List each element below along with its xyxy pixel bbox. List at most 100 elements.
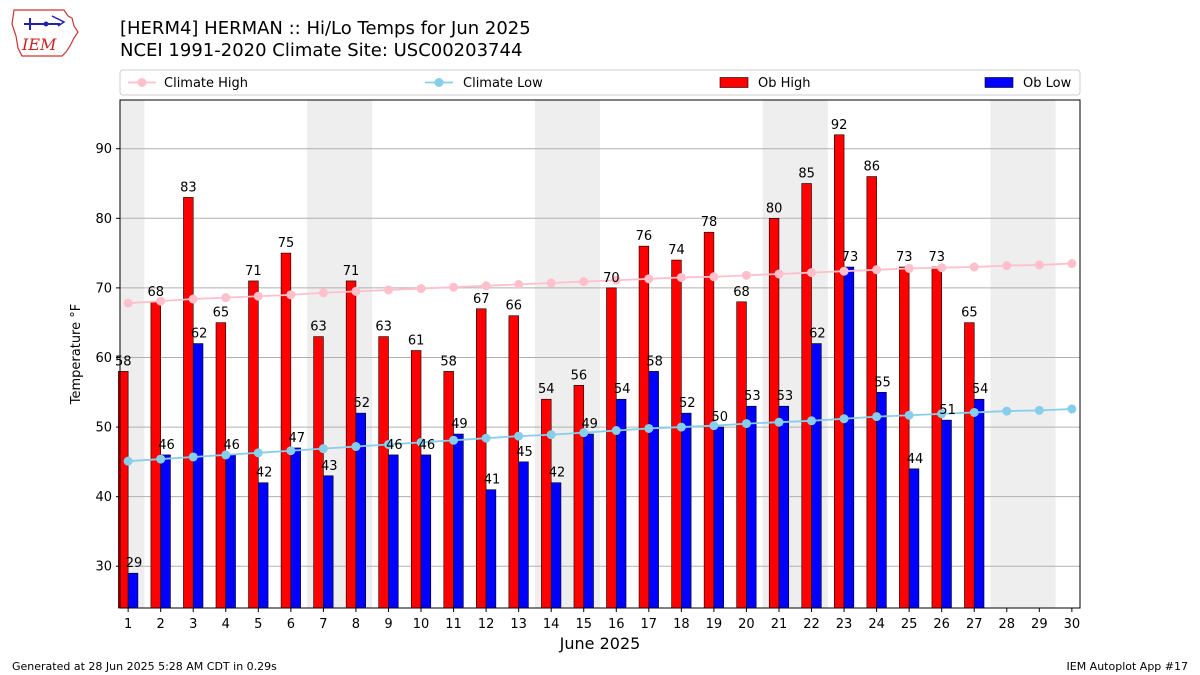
ob-low-bar bbox=[290, 447, 301, 609]
ob-high-bar bbox=[508, 315, 519, 609]
ob-high-bar bbox=[964, 322, 975, 609]
legend-ob-low-swatch bbox=[984, 77, 1014, 88]
y-tick-label: 50 bbox=[95, 421, 112, 436]
ob-low-label: 53 bbox=[744, 389, 761, 404]
ob-low-bar bbox=[876, 391, 887, 609]
ob-low-label: 46 bbox=[419, 438, 436, 453]
climate-high-point bbox=[872, 265, 882, 275]
climate-low-point bbox=[253, 448, 263, 458]
ob-low-label: 52 bbox=[354, 396, 371, 411]
ob-low-label: 54 bbox=[972, 382, 989, 397]
ob-low-label: 29 bbox=[126, 556, 143, 571]
ob-low-label: 50 bbox=[712, 410, 729, 425]
climate-high-point bbox=[123, 298, 133, 308]
ob-high-bar bbox=[215, 322, 227, 609]
ob-low-bar bbox=[160, 454, 171, 609]
climate-high-point bbox=[514, 279, 524, 289]
x-tick-label: 13 bbox=[510, 617, 527, 632]
ob-high-bar bbox=[801, 183, 812, 609]
climate-low-point bbox=[286, 446, 296, 456]
climate-low-point bbox=[676, 422, 686, 432]
climate-low-point bbox=[188, 452, 198, 462]
ob-high-label: 78 bbox=[701, 215, 718, 230]
x-tick-label: 6 bbox=[287, 617, 295, 632]
y-tick-label: 60 bbox=[95, 351, 112, 366]
legend-climate-high-label: Climate High bbox=[164, 76, 248, 91]
x-tick-label: 5 bbox=[254, 617, 262, 632]
iem-logo: IEM bbox=[11, 9, 79, 57]
ob-low-label: 46 bbox=[223, 438, 240, 453]
ob-low-label: 54 bbox=[614, 382, 631, 397]
ob-low-bar bbox=[713, 426, 724, 609]
x-tick-label: 23 bbox=[836, 617, 853, 632]
x-tick-label: 19 bbox=[706, 617, 723, 632]
ob-high-bar bbox=[443, 371, 454, 609]
ob-low-label: 73 bbox=[842, 250, 859, 265]
plot-frame bbox=[119, 99, 1081, 609]
ob-high-label: 76 bbox=[636, 229, 653, 244]
ob-low-bar bbox=[192, 343, 204, 609]
ob-low-bar bbox=[388, 454, 399, 609]
ob-high-label: 56 bbox=[571, 368, 588, 383]
ob-low-bar bbox=[681, 412, 692, 609]
climate-high-point bbox=[253, 291, 263, 301]
climate-high-point bbox=[644, 274, 654, 284]
x-tick-label: 22 bbox=[803, 617, 820, 632]
ob-high-label: 75 bbox=[278, 236, 295, 251]
grid-lines bbox=[120, 148, 1080, 567]
chart-title: [HERM4] HERMAN :: Hi/Lo Temps for Jun 20… bbox=[120, 18, 531, 39]
x-tick-label: 10 bbox=[413, 617, 430, 632]
ob-high-label: 71 bbox=[343, 264, 360, 279]
x-tick-label: 20 bbox=[738, 617, 755, 632]
ob-low-label: 58 bbox=[646, 354, 663, 369]
climate-low-point bbox=[644, 423, 654, 433]
climate-high-point bbox=[1067, 259, 1077, 269]
climate-high-point bbox=[807, 268, 817, 278]
climate-high-point bbox=[156, 296, 166, 306]
x-tick-label: 18 bbox=[673, 617, 690, 632]
ob-high-label: 63 bbox=[375, 320, 392, 335]
ob-high-bar bbox=[410, 350, 422, 609]
ob-low-label: 53 bbox=[777, 389, 794, 404]
climate-low-point bbox=[709, 421, 719, 431]
ob-high-label: 54 bbox=[538, 382, 555, 397]
bar-labels: 58 29 68 46 83 62 65 46 71 42 75 47 63 43 71 52 63 46 61 46… bbox=[115, 118, 988, 571]
climate-high-point bbox=[188, 294, 198, 304]
x-tick-label: 4 bbox=[222, 617, 230, 632]
x-tick-label: 27 bbox=[966, 617, 983, 632]
ob-high-label: 83 bbox=[180, 180, 197, 195]
climate-low-point bbox=[741, 419, 751, 429]
climate-low-point bbox=[156, 454, 166, 464]
ob-low-bar bbox=[648, 371, 659, 609]
climate-low-point bbox=[481, 433, 491, 443]
ob-high-label: 66 bbox=[505, 299, 522, 314]
climate-low-point bbox=[318, 444, 328, 454]
x-tick-label: 26 bbox=[933, 617, 950, 632]
ob-low-bar bbox=[518, 461, 529, 609]
ob-high-bar bbox=[606, 287, 617, 609]
x-tick-label: 16 bbox=[608, 617, 625, 632]
climate-high-point bbox=[286, 290, 296, 300]
climate-low-point bbox=[774, 417, 784, 427]
climate-high-point bbox=[937, 263, 947, 273]
ob-low-bar bbox=[550, 482, 562, 609]
x-tick-label: 15 bbox=[575, 617, 592, 632]
climate-high-point bbox=[1034, 260, 1044, 270]
ob-low-bar bbox=[811, 343, 822, 609]
climate-low-point bbox=[1002, 406, 1012, 416]
climate-high-point bbox=[709, 272, 719, 282]
ob-high-label: 68 bbox=[733, 285, 750, 300]
app-note: IEM Autoplot App #17 bbox=[1066, 660, 1189, 673]
ob-low-bar bbox=[908, 468, 920, 609]
y-tick-label: 80 bbox=[95, 212, 112, 227]
chart-subtitle: NCEI 1991-2020 Climate Site: USC00203744 bbox=[120, 40, 523, 61]
x-tick-label: 7 bbox=[319, 617, 327, 632]
x-tick-label: 28 bbox=[999, 617, 1016, 632]
y-axis-label: Temperature °F bbox=[69, 304, 84, 405]
ob-low-label: 41 bbox=[484, 473, 501, 488]
ob-high-label: 85 bbox=[798, 167, 815, 182]
ob-high-label: 67 bbox=[473, 292, 490, 307]
y-tick-label: 90 bbox=[95, 142, 112, 157]
legend: Climate High Climate Low Ob High Ob Low bbox=[119, 69, 1081, 96]
